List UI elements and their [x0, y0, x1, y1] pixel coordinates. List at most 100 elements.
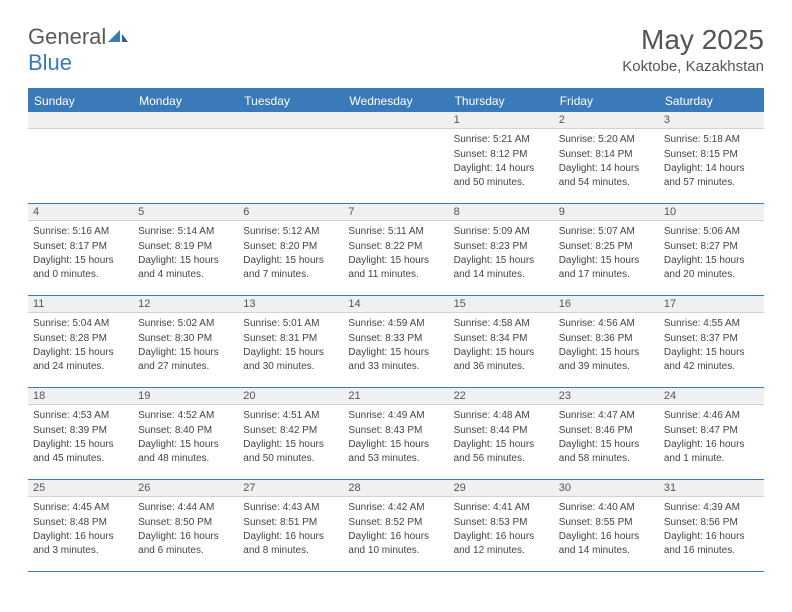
calendar-cell: Sunrise: 5:18 AMSunset: 8:15 PMDaylight:…	[659, 129, 764, 203]
logo-general: General	[28, 24, 106, 49]
day-number: 10	[659, 204, 764, 221]
calendar-cell: Sunrise: 4:51 AMSunset: 8:42 PMDaylight:…	[238, 405, 343, 479]
header: General Blue May 2025 Koktobe, Kazakhsta…	[28, 24, 764, 76]
sunrise-text: Sunrise: 4:56 AM	[559, 317, 654, 331]
sunrise-text: Sunrise: 5:18 AM	[664, 133, 759, 147]
sunset-text: Sunset: 8:52 PM	[348, 516, 443, 530]
calendar-cell	[238, 129, 343, 203]
sunrise-text: Sunrise: 4:46 AM	[664, 409, 759, 423]
sunrise-text: Sunrise: 5:07 AM	[559, 225, 654, 239]
sunrise-text: Sunrise: 4:48 AM	[454, 409, 549, 423]
daylight-text: Daylight: 15 hours and 14 minutes.	[454, 254, 549, 281]
calendar-cell: Sunrise: 5:12 AMSunset: 8:20 PMDaylight:…	[238, 221, 343, 295]
daylight-text: Daylight: 14 hours and 54 minutes.	[559, 162, 654, 189]
sunset-text: Sunset: 8:14 PM	[559, 148, 654, 162]
day-number: 5	[133, 204, 238, 221]
day-number: 22	[449, 388, 554, 405]
day-number: 17	[659, 296, 764, 313]
sunrise-text: Sunrise: 5:11 AM	[348, 225, 443, 239]
day-header: Wednesday	[343, 90, 448, 112]
calendar-cell	[133, 129, 238, 203]
calendar-cell: Sunrise: 4:55 AMSunset: 8:37 PMDaylight:…	[659, 313, 764, 387]
sunset-text: Sunset: 8:48 PM	[33, 516, 128, 530]
calendar-cell: Sunrise: 5:01 AMSunset: 8:31 PMDaylight:…	[238, 313, 343, 387]
day-number: 9	[554, 204, 659, 221]
calendar-cell: Sunrise: 5:02 AMSunset: 8:30 PMDaylight:…	[133, 313, 238, 387]
calendar-cell: Sunrise: 4:58 AMSunset: 8:34 PMDaylight:…	[449, 313, 554, 387]
sunset-text: Sunset: 8:34 PM	[454, 332, 549, 346]
sunset-text: Sunset: 8:30 PM	[138, 332, 233, 346]
sunrise-text: Sunrise: 5:14 AM	[138, 225, 233, 239]
sunset-text: Sunset: 8:28 PM	[33, 332, 128, 346]
sunset-text: Sunset: 8:33 PM	[348, 332, 443, 346]
daylight-text: Daylight: 16 hours and 1 minute.	[664, 438, 759, 465]
day-number	[343, 112, 448, 129]
day-number: 4	[28, 204, 133, 221]
sunrise-text: Sunrise: 4:43 AM	[243, 501, 338, 515]
calendar-cell: Sunrise: 4:48 AMSunset: 8:44 PMDaylight:…	[449, 405, 554, 479]
calendar-cell: Sunrise: 4:41 AMSunset: 8:53 PMDaylight:…	[449, 497, 554, 571]
daylight-text: Daylight: 15 hours and 42 minutes.	[664, 346, 759, 373]
sunrise-text: Sunrise: 5:09 AM	[454, 225, 549, 239]
day-number: 20	[238, 388, 343, 405]
calendar-cell: Sunrise: 5:11 AMSunset: 8:22 PMDaylight:…	[343, 221, 448, 295]
day-number	[238, 112, 343, 129]
day-number	[133, 112, 238, 129]
sunset-text: Sunset: 8:37 PM	[664, 332, 759, 346]
calendar-cell: Sunrise: 4:59 AMSunset: 8:33 PMDaylight:…	[343, 313, 448, 387]
day-number: 25	[28, 480, 133, 497]
daylight-text: Daylight: 16 hours and 10 minutes.	[348, 530, 443, 557]
calendar-cell: Sunrise: 4:39 AMSunset: 8:56 PMDaylight:…	[659, 497, 764, 571]
day-number: 31	[659, 480, 764, 497]
sunset-text: Sunset: 8:12 PM	[454, 148, 549, 162]
sunrise-text: Sunrise: 5:20 AM	[559, 133, 654, 147]
daylight-text: Daylight: 16 hours and 16 minutes.	[664, 530, 759, 557]
day-number: 18	[28, 388, 133, 405]
calendar: SundayMondayTuesdayWednesdayThursdayFrid…	[28, 88, 764, 572]
sunrise-text: Sunrise: 4:52 AM	[138, 409, 233, 423]
day-number: 24	[659, 388, 764, 405]
sunset-text: Sunset: 8:53 PM	[454, 516, 549, 530]
sunrise-text: Sunrise: 4:40 AM	[559, 501, 654, 515]
sunrise-text: Sunrise: 4:41 AM	[454, 501, 549, 515]
calendar-cell: Sunrise: 5:21 AMSunset: 8:12 PMDaylight:…	[449, 129, 554, 203]
day-number: 28	[343, 480, 448, 497]
calendar-cell: Sunrise: 4:40 AMSunset: 8:55 PMDaylight:…	[554, 497, 659, 571]
sunrise-text: Sunrise: 5:06 AM	[664, 225, 759, 239]
sunset-text: Sunset: 8:23 PM	[454, 240, 549, 254]
sunrise-text: Sunrise: 5:21 AM	[454, 133, 549, 147]
sunset-text: Sunset: 8:17 PM	[33, 240, 128, 254]
day-number: 15	[449, 296, 554, 313]
daylight-text: Daylight: 15 hours and 58 minutes.	[559, 438, 654, 465]
sunrise-text: Sunrise: 4:44 AM	[138, 501, 233, 515]
day-number: 11	[28, 296, 133, 313]
day-number: 26	[133, 480, 238, 497]
day-number: 7	[343, 204, 448, 221]
daylight-text: Daylight: 15 hours and 4 minutes.	[138, 254, 233, 281]
calendar-cell: Sunrise: 4:52 AMSunset: 8:40 PMDaylight:…	[133, 405, 238, 479]
daylight-text: Daylight: 16 hours and 6 minutes.	[138, 530, 233, 557]
day-header-row: SundayMondayTuesdayWednesdayThursdayFrid…	[28, 90, 764, 112]
daylight-text: Daylight: 15 hours and 56 minutes.	[454, 438, 549, 465]
sunset-text: Sunset: 8:31 PM	[243, 332, 338, 346]
day-number: 1	[449, 112, 554, 129]
sunrise-text: Sunrise: 5:16 AM	[33, 225, 128, 239]
sunset-text: Sunset: 8:20 PM	[243, 240, 338, 254]
calendar-cell: Sunrise: 5:16 AMSunset: 8:17 PMDaylight:…	[28, 221, 133, 295]
day-number: 23	[554, 388, 659, 405]
day-number: 21	[343, 388, 448, 405]
sunset-text: Sunset: 8:55 PM	[559, 516, 654, 530]
sunset-text: Sunset: 8:36 PM	[559, 332, 654, 346]
day-header: Monday	[133, 90, 238, 112]
calendar-cell: Sunrise: 4:45 AMSunset: 8:48 PMDaylight:…	[28, 497, 133, 571]
day-number: 2	[554, 112, 659, 129]
sunset-text: Sunset: 8:15 PM	[664, 148, 759, 162]
calendar-cell: Sunrise: 5:07 AMSunset: 8:25 PMDaylight:…	[554, 221, 659, 295]
logo: General Blue	[28, 24, 130, 76]
logo-sail-icon	[106, 28, 130, 44]
sunrise-text: Sunrise: 5:02 AM	[138, 317, 233, 331]
daylight-text: Daylight: 15 hours and 11 minutes.	[348, 254, 443, 281]
daylight-text: Daylight: 14 hours and 57 minutes.	[664, 162, 759, 189]
daylight-text: Daylight: 15 hours and 53 minutes.	[348, 438, 443, 465]
day-header: Sunday	[28, 90, 133, 112]
